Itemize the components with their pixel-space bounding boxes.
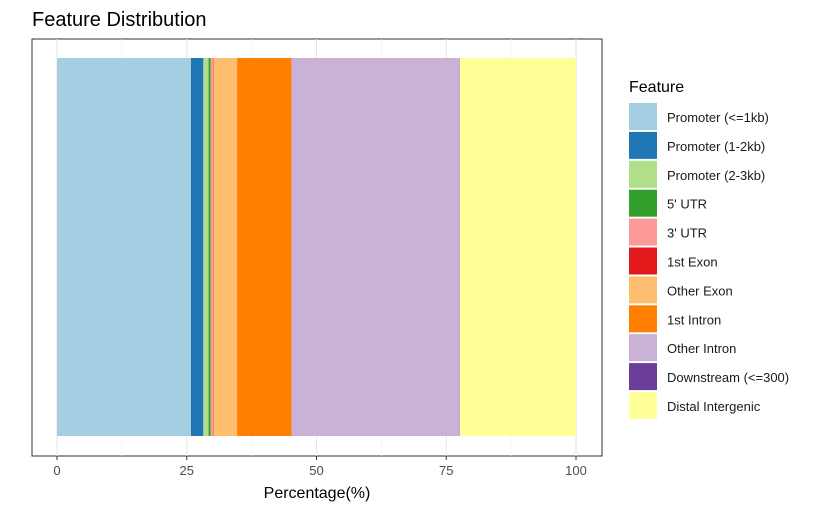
legend-swatch — [629, 131, 657, 159]
bar-segment: Other Exon — [213, 58, 238, 436]
x-tick-label: 50 — [309, 463, 323, 478]
legend-label: Downstream (<=300) — [667, 370, 789, 385]
legend-swatch — [629, 103, 657, 130]
legend-swatch — [629, 334, 657, 362]
legend-label: 1st Intron — [667, 312, 721, 327]
legend-label: Promoter (2-3kb) — [667, 168, 765, 183]
bar-segment: 3' UTR — [210, 58, 214, 436]
bar-segment: Distal Intergenic — [459, 58, 576, 436]
legend-swatch — [629, 305, 657, 333]
x-axis: 0 25 50 75 100 — [53, 456, 587, 478]
legend-label: Promoter (1-2kb) — [667, 139, 765, 154]
bar-segment: Promoter (1-2kb) — [190, 58, 204, 436]
legend-swatch — [629, 189, 657, 217]
chart-title: Feature Distribution — [32, 9, 207, 31]
legend-label: 5' UTR — [667, 197, 707, 212]
legend-label: Promoter (<=1kb) — [667, 110, 769, 125]
bar-segment: 5' UTR — [208, 58, 211, 436]
x-tick-label: 100 — [565, 463, 587, 478]
x-tick-label: 25 — [180, 463, 194, 478]
legend-swatch — [629, 363, 657, 391]
legend-swatch — [629, 247, 657, 275]
legend-title: Feature — [629, 79, 684, 96]
x-tick-label: 75 — [439, 463, 453, 478]
legend-swatch — [629, 276, 657, 304]
bar-segment: 1st Exon — [213, 58, 214, 436]
legend-label: Distal Intergenic — [667, 399, 761, 414]
legend-label: 1st Exon — [667, 255, 718, 270]
bar-segment: Promoter (<=1kb) — [57, 58, 191, 436]
bar-segment: 1st Intron — [237, 58, 292, 436]
bar-segment: Downstream (<=300) — [459, 58, 460, 436]
stacked-bar: Promoter (<=1kb)Promoter (1-2kb)Promoter… — [57, 58, 576, 436]
legend-label: 3' UTR — [667, 226, 707, 241]
bar-segment: Promoter (2-3kb) — [203, 58, 209, 436]
x-tick-label: 0 — [53, 463, 60, 478]
legend-swatch — [629, 218, 657, 246]
x-axis-title: Percentage(%) — [264, 485, 371, 502]
legend-swatch — [629, 160, 657, 188]
legend-label: Other Intron — [667, 341, 736, 356]
legend-swatch — [629, 392, 657, 419]
legend-label: Other Exon — [667, 283, 733, 298]
legend: Feature Promoter (<=1kb) Promoter (1-2kb)… — [629, 79, 789, 419]
bar-segment: Other Intron — [291, 58, 460, 436]
